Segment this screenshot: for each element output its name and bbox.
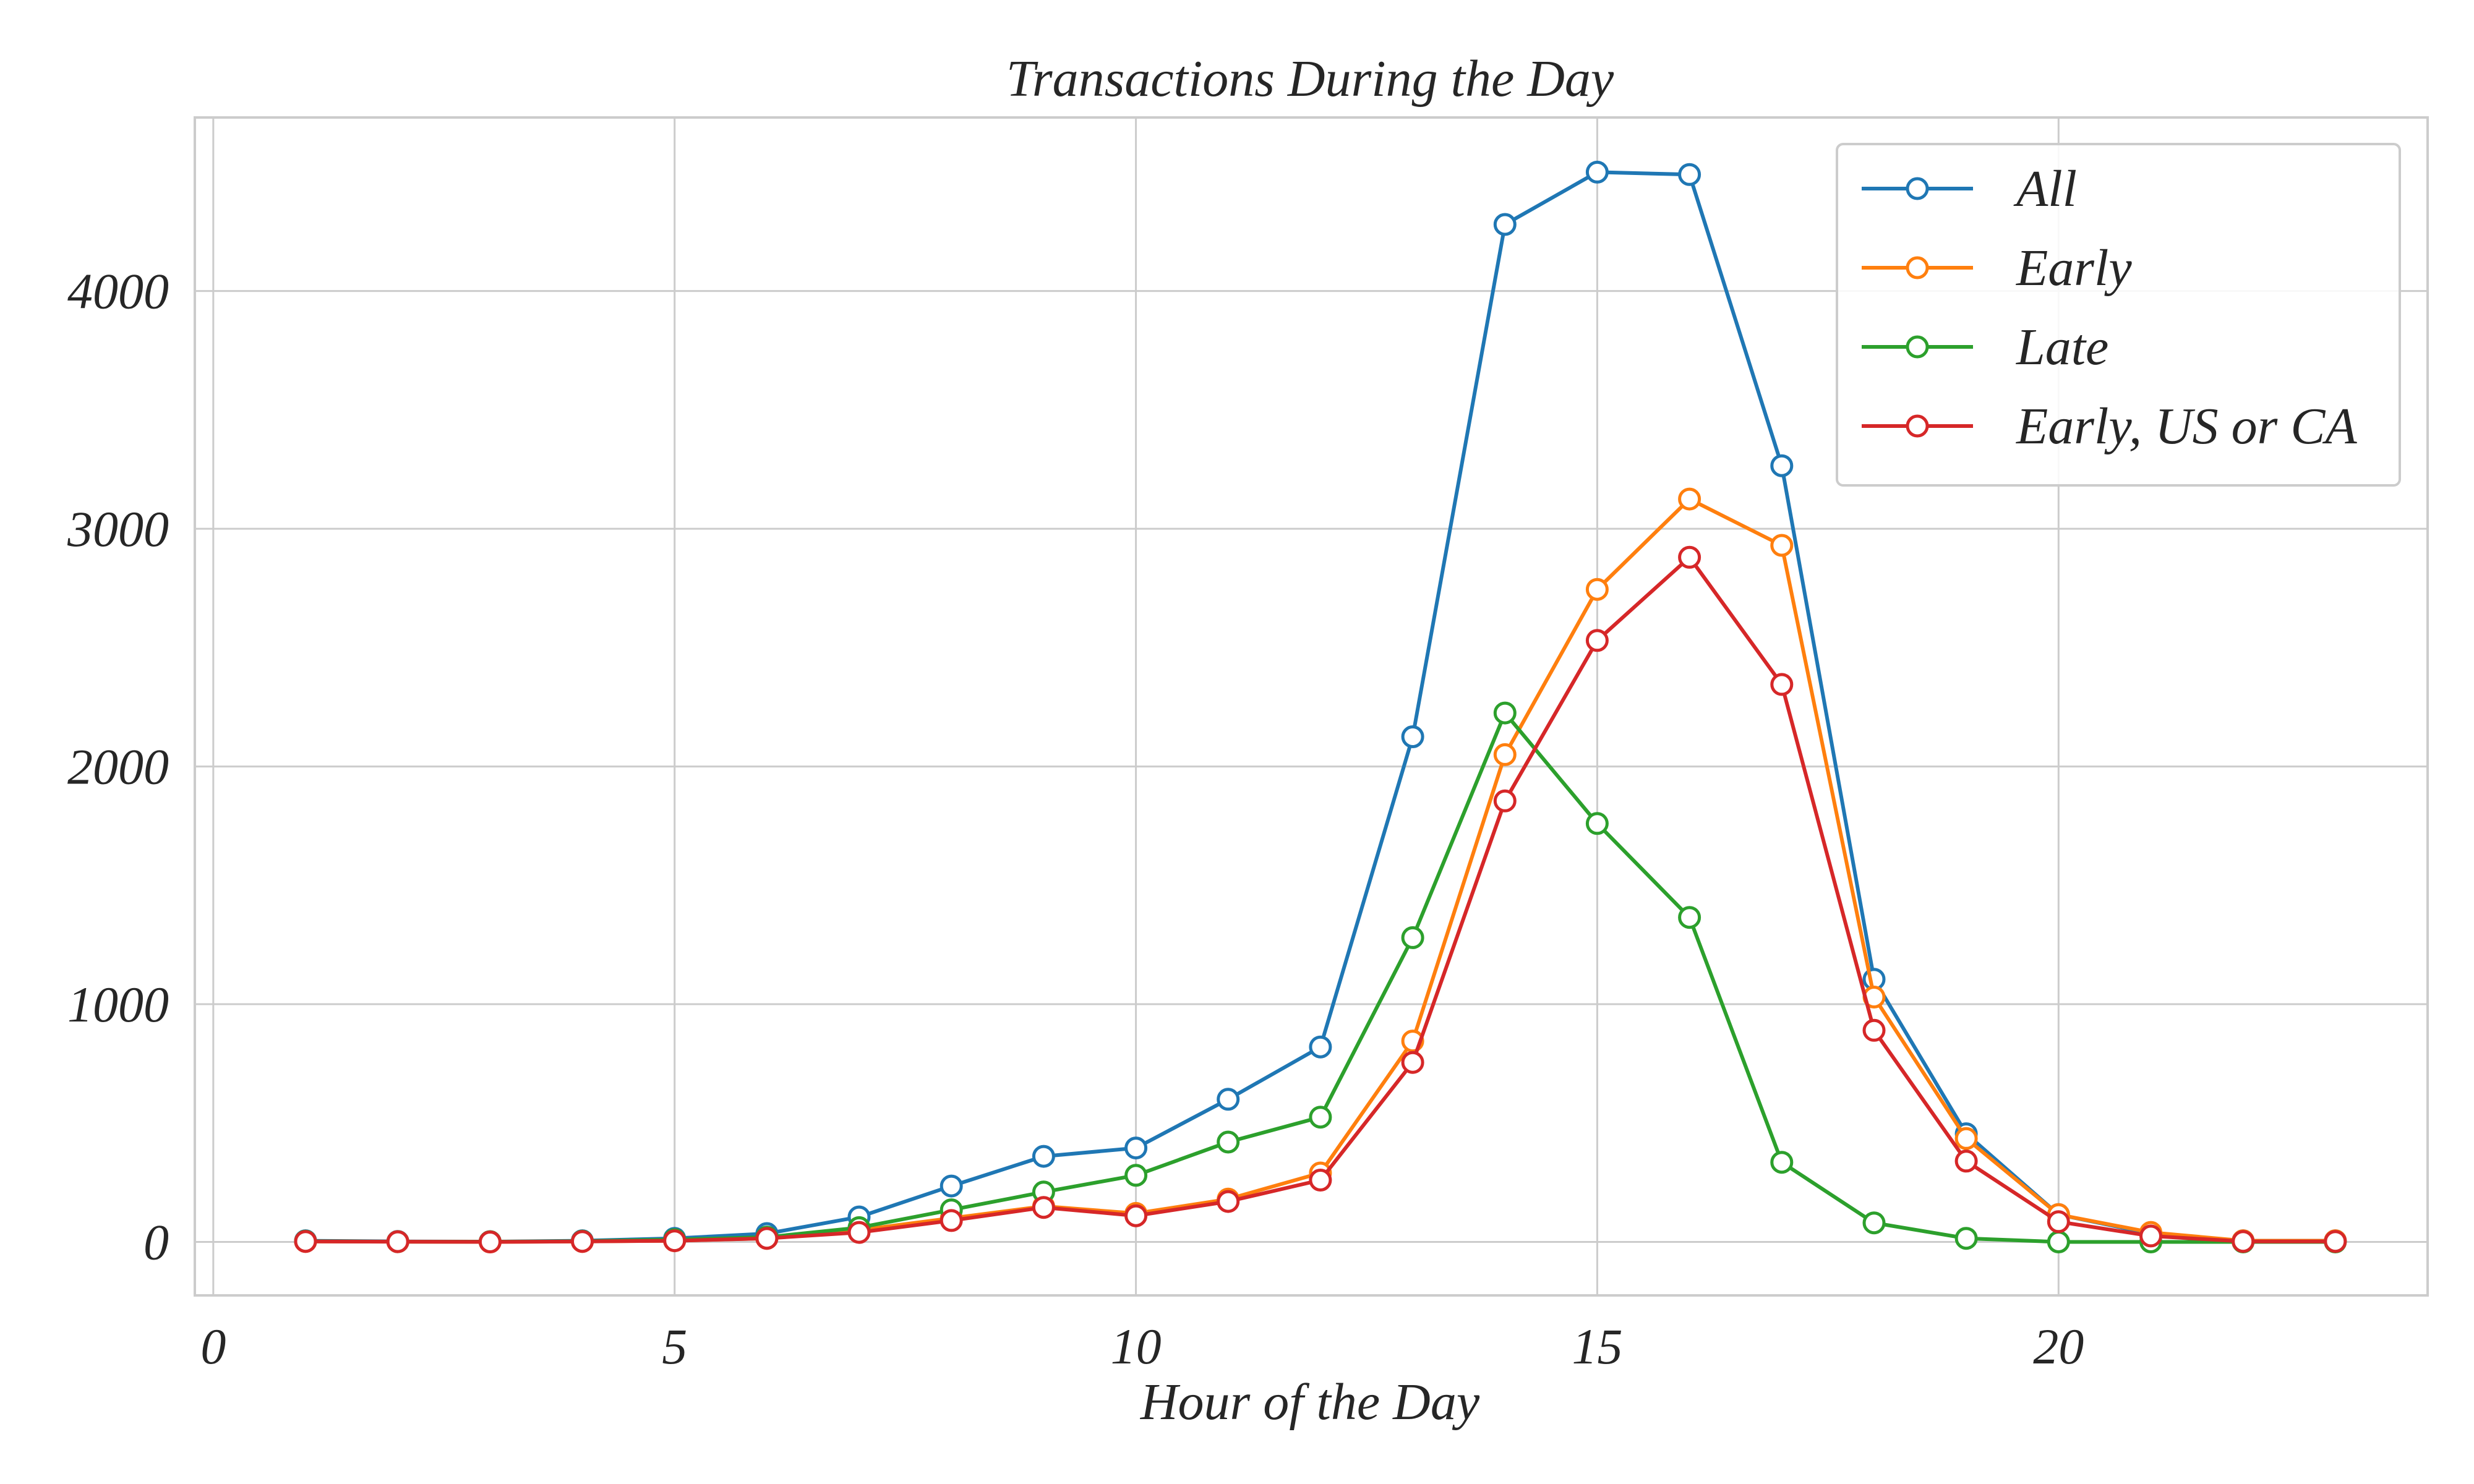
legend-item: All bbox=[1862, 160, 2077, 218]
x-tick-label: 0 bbox=[200, 1318, 226, 1375]
data-point bbox=[1862, 1018, 1886, 1042]
data-point bbox=[478, 1230, 502, 1253]
tick-labels: 0 5 10 15 20 0 1000 2000 3000 4000 bbox=[67, 263, 2084, 1375]
y-tick-label: 0 bbox=[143, 1214, 169, 1270]
plot-frame bbox=[194, 116, 2429, 1297]
data-point bbox=[1401, 1051, 1424, 1074]
legend: All Early Late Early, US or CA bbox=[1836, 143, 2401, 487]
data-point bbox=[1585, 160, 1609, 184]
data-point bbox=[1678, 906, 1701, 929]
data-point bbox=[1493, 213, 1517, 236]
data-point bbox=[1862, 1211, 1886, 1235]
data-point bbox=[1954, 1127, 1978, 1150]
data-point bbox=[1585, 812, 1609, 835]
series-layer bbox=[294, 160, 2347, 1253]
data-point bbox=[1678, 163, 1701, 186]
data-point bbox=[1678, 487, 1701, 511]
legend-label: Early, US or CA bbox=[2016, 398, 2357, 455]
data-point bbox=[1124, 1136, 1148, 1160]
data-point bbox=[1770, 1151, 1794, 1174]
data-point bbox=[1309, 1035, 1332, 1059]
data-point bbox=[1217, 1130, 1240, 1154]
data-point bbox=[663, 1229, 687, 1253]
legend-swatch-marker bbox=[1906, 177, 1929, 200]
legend-item: Early, US or CA bbox=[1862, 398, 2357, 455]
data-point bbox=[294, 1230, 317, 1253]
data-point bbox=[1217, 1088, 1240, 1111]
legend-label: Late bbox=[2016, 318, 2108, 376]
data-point bbox=[2232, 1230, 2255, 1253]
y-tick-label: 2000 bbox=[67, 739, 169, 795]
data-point bbox=[1770, 673, 1794, 696]
y-tick-label: 1000 bbox=[67, 976, 169, 1033]
x-tick-label: 15 bbox=[1572, 1318, 1622, 1375]
x-tick-label: 5 bbox=[662, 1318, 687, 1375]
legend-swatch-marker bbox=[1906, 256, 1929, 279]
data-point bbox=[1401, 926, 1424, 949]
legend-box bbox=[1836, 143, 2401, 487]
data-point bbox=[847, 1221, 871, 1244]
data-point bbox=[1493, 743, 1517, 766]
data-point bbox=[1585, 629, 1609, 652]
data-point bbox=[1401, 725, 1424, 748]
x-axis-label: Hour of the Day bbox=[1140, 1373, 1480, 1431]
x-tick-label: 10 bbox=[1111, 1318, 1162, 1375]
legend-item: Early bbox=[1862, 239, 2132, 297]
data-point bbox=[1678, 545, 1701, 569]
data-point bbox=[1032, 1196, 1055, 1219]
data-point bbox=[1124, 1204, 1148, 1227]
data-point bbox=[2047, 1230, 2070, 1253]
legend-swatch-marker bbox=[1906, 414, 1929, 438]
x-tick-label: 20 bbox=[2033, 1318, 2084, 1375]
data-point bbox=[1770, 534, 1794, 557]
data-point bbox=[1124, 1164, 1148, 1187]
data-point bbox=[1309, 1106, 1332, 1129]
legend-item: Late bbox=[1862, 318, 2108, 376]
data-point bbox=[1493, 789, 1517, 812]
y-tick-label: 3000 bbox=[67, 501, 169, 557]
data-point bbox=[1309, 1169, 1332, 1192]
data-point bbox=[2047, 1210, 2070, 1234]
data-point bbox=[940, 1209, 963, 1232]
data-point bbox=[1217, 1190, 1240, 1213]
legend-label: Early bbox=[2016, 239, 2132, 297]
data-point bbox=[1770, 454, 1794, 477]
data-point bbox=[1032, 1145, 1055, 1168]
legend-items: All Early Late Early, US or CA bbox=[1862, 160, 2357, 455]
series-early-us-or-ca bbox=[294, 545, 2347, 1253]
data-point bbox=[386, 1230, 409, 1253]
data-point bbox=[1954, 1149, 1978, 1173]
data-point bbox=[1585, 578, 1609, 601]
data-point bbox=[2324, 1230, 2347, 1253]
data-point bbox=[571, 1230, 594, 1253]
data-point bbox=[755, 1227, 779, 1250]
legend-swatch-marker bbox=[1906, 335, 1929, 359]
legend-label: All bbox=[2013, 160, 2077, 218]
data-point bbox=[1954, 1227, 1978, 1250]
data-point bbox=[2139, 1224, 2162, 1248]
y-tick-label: 4000 bbox=[67, 263, 169, 320]
data-point bbox=[940, 1174, 963, 1198]
chart-title: Transactions During the Day bbox=[1006, 50, 1614, 108]
data-point bbox=[1493, 701, 1517, 725]
